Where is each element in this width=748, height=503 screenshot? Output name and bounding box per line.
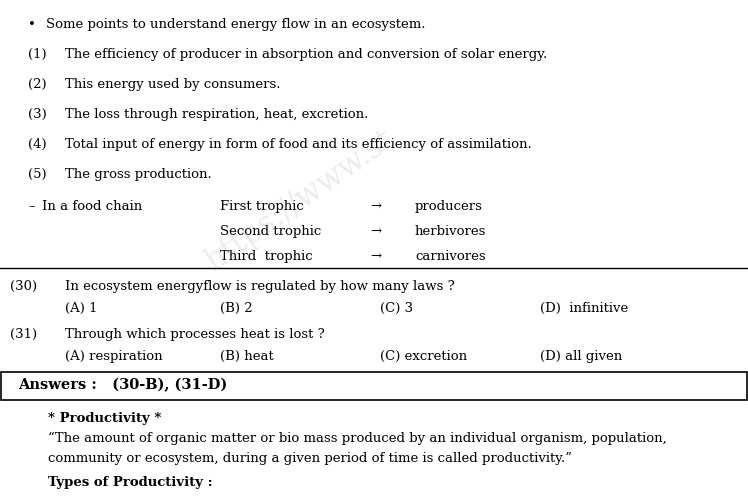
Text: herbivores: herbivores — [415, 225, 486, 238]
Text: Some points to understand energy flow in an ecosystem.: Some points to understand energy flow in… — [46, 18, 426, 31]
Text: (4): (4) — [28, 138, 46, 151]
Text: Answers :   (30-B), (31-D): Answers : (30-B), (31-D) — [18, 378, 227, 392]
Text: Third  trophic: Third trophic — [220, 250, 313, 263]
Text: (A) respiration: (A) respiration — [65, 350, 162, 363]
Text: In a food chain: In a food chain — [42, 200, 142, 213]
Bar — [1, 372, 747, 400]
Text: “The amount of organic matter or bio mass produced by an individual organism, po: “The amount of organic matter or bio mas… — [48, 432, 666, 445]
Text: The loss through respiration, heat, excretion.: The loss through respiration, heat, excr… — [65, 108, 368, 121]
Text: →: → — [370, 200, 381, 213]
Text: (3): (3) — [28, 108, 46, 121]
Text: (A) 1: (A) 1 — [65, 302, 97, 315]
Text: (C) 3: (C) 3 — [380, 302, 413, 315]
Text: The efficiency of producer in absorption and conversion of solar energy.: The efficiency of producer in absorption… — [65, 48, 548, 61]
Text: carnivores: carnivores — [415, 250, 485, 263]
Text: In ecosystem energyflow is regulated by how many laws ?: In ecosystem energyflow is regulated by … — [65, 280, 455, 293]
Text: (B) heat: (B) heat — [220, 350, 274, 363]
Text: * Productivity *: * Productivity * — [48, 412, 162, 425]
Text: (C) excretion: (C) excretion — [380, 350, 467, 363]
Text: producers: producers — [415, 200, 483, 213]
Text: –: – — [28, 200, 34, 213]
Text: The gross production.: The gross production. — [65, 168, 212, 181]
Text: community or ecosystem, during a given period of time is called productivity.”: community or ecosystem, during a given p… — [48, 452, 572, 465]
Text: Total input of energy in form of food and its efficiency of assimilation.: Total input of energy in form of food an… — [65, 138, 532, 151]
Text: →: → — [370, 225, 381, 238]
Text: Types of Productivity :: Types of Productivity : — [48, 476, 212, 489]
Text: First trophic: First trophic — [220, 200, 304, 213]
Text: Second trophic: Second trophic — [220, 225, 321, 238]
Text: https://www.st: https://www.st — [200, 123, 400, 277]
Text: (5): (5) — [28, 168, 46, 181]
Text: (30): (30) — [10, 280, 37, 293]
Text: Through which processes heat is lost ?: Through which processes heat is lost ? — [65, 328, 325, 341]
Text: (B) 2: (B) 2 — [220, 302, 253, 315]
Text: (D) all given: (D) all given — [540, 350, 622, 363]
Text: (2): (2) — [28, 78, 46, 91]
Text: This energy used by consumers.: This energy used by consumers. — [65, 78, 280, 91]
Text: →: → — [370, 250, 381, 263]
Text: •: • — [28, 18, 36, 31]
Text: (1): (1) — [28, 48, 46, 61]
Text: (D)  infinitive: (D) infinitive — [540, 302, 628, 315]
Text: (31): (31) — [10, 328, 37, 341]
